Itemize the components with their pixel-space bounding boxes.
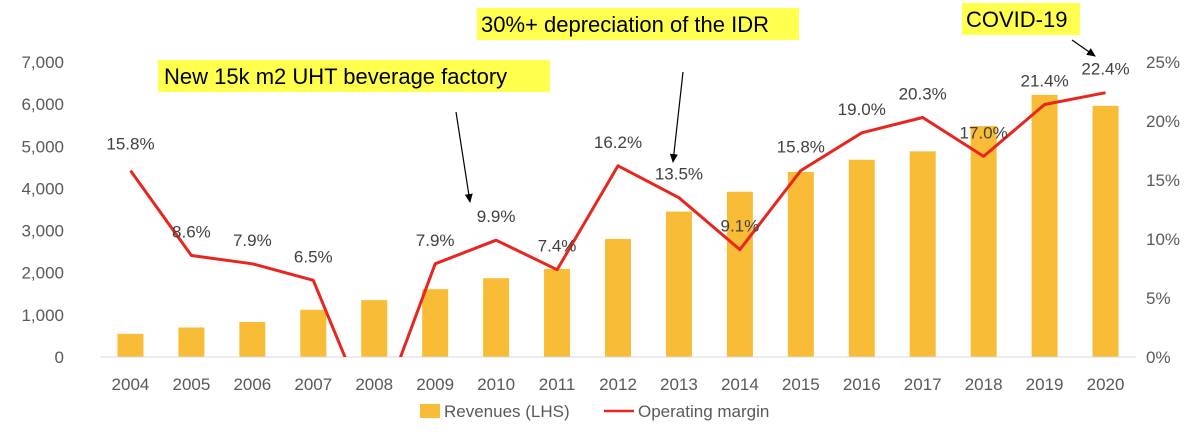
annotation-covid-text: COVID-19: [966, 7, 1067, 32]
annotations: New 15k m2 UHT beverage factory 30%+ dep…: [158, 3, 1096, 203]
left-axis-tick-label: 6,000: [21, 95, 64, 114]
right-axis-ticks: 0% 5% 10% 15% 20% 25%: [1146, 53, 1180, 367]
revenue-bar: [1031, 94, 1058, 357]
x-axis-tick-label: 2004: [112, 375, 150, 394]
x-axis-tick-label: 2010: [477, 375, 515, 394]
legend-revenues-swatch: [420, 404, 440, 418]
left-axis-tick-label: 7,000: [21, 53, 64, 72]
legend-revenues-label: Revenues (LHS): [444, 402, 570, 421]
x-axis-tick-label: 2007: [294, 375, 332, 394]
operating-margin-label: 9.1%: [721, 217, 760, 236]
left-axis-tick-label: 3,000: [21, 222, 64, 241]
revenue-bars: [117, 94, 1119, 357]
left-axis-ticks: 0 1,000 2,000 3,000 4,000 5,000 6,000 7,000: [21, 53, 64, 367]
right-axis-tick-label: 15%: [1146, 171, 1180, 190]
x-axis-tick-label: 2006: [233, 375, 271, 394]
operating-margin-label: 15.8%: [777, 138, 825, 157]
revenue-bar: [970, 126, 997, 357]
annotation-idr-depreciation-arrow: [669, 71, 684, 163]
right-axis-tick-label: 5%: [1146, 289, 1171, 308]
x-axis-tick-label: 2014: [721, 375, 759, 394]
operating-margin-label: 19.0%: [838, 100, 886, 119]
annotation-uht-factory-arrow: [455, 111, 473, 203]
revenue-bar: [544, 268, 571, 357]
left-axis-tick-label: 2,000: [21, 264, 64, 283]
revenue-bar: [848, 159, 875, 357]
left-axis-tick-label: 0: [55, 348, 64, 367]
annotation-idr-depreciation: 30%+ depreciation of the IDR: [477, 8, 799, 163]
x-axis-tick-label: 2013: [660, 375, 698, 394]
operating-margin-label: 7.9%: [416, 231, 455, 250]
right-axis-tick-label: 25%: [1146, 53, 1180, 72]
revenue-bar: [178, 327, 205, 357]
operating-margin-label: 6.5%: [294, 247, 333, 266]
left-axis-tick-label: 1,000: [21, 306, 64, 325]
operating-margin-label: 9.9%: [477, 207, 516, 226]
x-axis-tick-label: 2012: [599, 375, 637, 394]
revenue-bar: [361, 300, 388, 357]
annotation-idr-depreciation-text: 30%+ depreciation of the IDR: [481, 12, 769, 37]
operating-margin-label: 7.9%: [233, 231, 272, 250]
revenue-bar: [483, 278, 510, 357]
x-axis-tick-label: 2011: [539, 375, 576, 394]
x-axis-tick-label: 2020: [1087, 375, 1125, 394]
operating-margin-label: 15.8%: [106, 135, 154, 154]
revenue-bar: [1092, 105, 1119, 357]
revenue-bar: [117, 333, 144, 357]
x-axis-tick-label: 2005: [172, 375, 210, 394]
revenue-bar: [787, 171, 814, 357]
operating-margin-label: 20.3%: [899, 84, 947, 103]
annotation-uht-factory: New 15k m2 UHT beverage factory: [158, 60, 550, 203]
x-axis-tick-label: 2015: [782, 375, 820, 394]
revenue-bar: [422, 289, 449, 357]
revenue-bar: [605, 239, 631, 357]
revenue-bar: [726, 191, 753, 357]
operating-margin-label: 21.4%: [1020, 71, 1068, 90]
operating-margin-label: 7.4%: [538, 237, 577, 256]
revenue-bar: [239, 322, 266, 357]
x-axis-tick-label: 2017: [904, 375, 942, 394]
x-axis-tick-label: 2008: [355, 375, 393, 394]
left-axis-tick-label: 4,000: [21, 179, 64, 198]
operating-margin-label: 13.5%: [655, 165, 703, 184]
operating-margin-label: 16.2%: [594, 133, 642, 152]
left-axis-tick-label: 5,000: [21, 137, 64, 156]
right-axis-tick-label: 0%: [1146, 348, 1171, 367]
x-axis-tick-label: 2009: [416, 375, 454, 394]
revenue-bar: [665, 211, 692, 357]
legend: Revenues (LHS) Operating margin: [420, 402, 769, 421]
annotation-highlight: [158, 60, 550, 92]
x-axis-tick-label: 2019: [1026, 375, 1064, 394]
right-axis-tick-label: 10%: [1146, 230, 1180, 249]
x-axis-tick-label: 2016: [843, 375, 881, 394]
legend-operating-margin-label: Operating margin: [638, 402, 769, 421]
operating-margin-label: 8.6%: [172, 223, 211, 242]
operating-margin-labels: 15.8% 8.6% 7.9% 6.5% 7.9% 9.9% 7.4% 16.2% 13.5% 9…: [106, 60, 1129, 267]
revenue-bar: [909, 151, 936, 357]
annotation-covid: COVID-19: [962, 3, 1096, 57]
operating-margin-line: [129, 91, 1106, 357]
annotation-highlight: [477, 8, 799, 40]
annotation-covid-arrow: [1071, 39, 1096, 57]
annotation-highlight: [962, 3, 1080, 35]
revenue-bar: [300, 309, 327, 357]
right-axis-tick-label: 20%: [1146, 112, 1180, 131]
x-axis-ticks: 2004 2005 2006 2007 2008 2009 2010 2011 2012 2013…: [112, 375, 1125, 394]
x-axis-tick-label: 2018: [965, 375, 1003, 394]
operating-margin-label: 17.0%: [960, 123, 1008, 142]
operating-margin-label: 22.4%: [1081, 60, 1129, 79]
annotation-uht-factory-text: New 15k m2 UHT beverage factory: [164, 64, 507, 89]
